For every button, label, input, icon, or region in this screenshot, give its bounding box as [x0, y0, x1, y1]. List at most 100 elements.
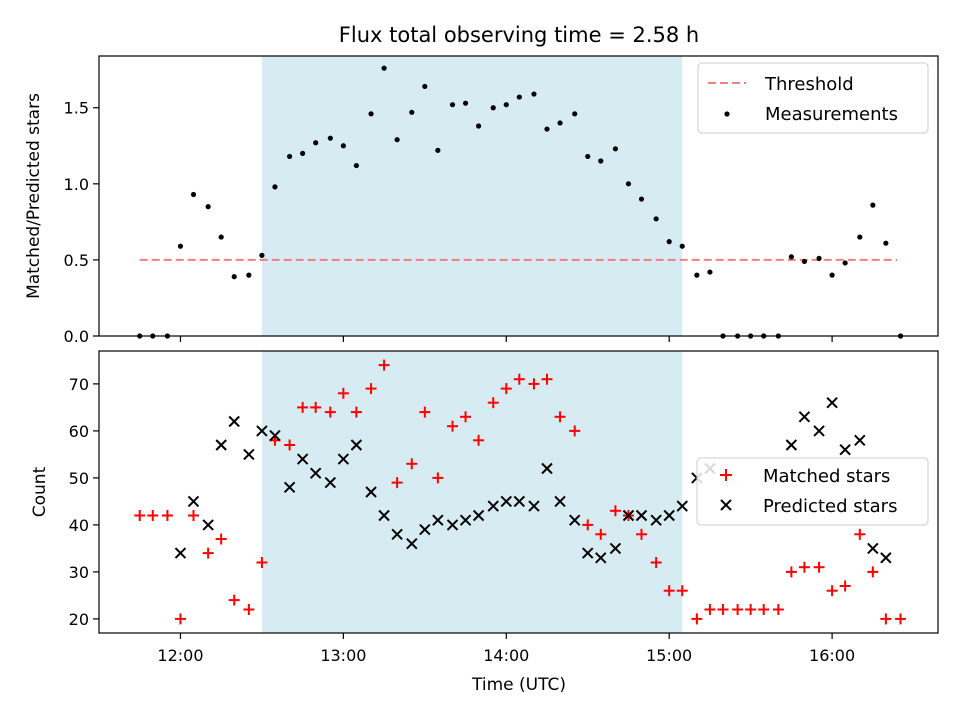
matched-star-point [513, 373, 525, 385]
matched-star-point [419, 406, 431, 418]
predicted-star-point [391, 528, 403, 541]
measurement-point [585, 153, 591, 160]
predicted-star-point [215, 439, 227, 451]
measurement-point [490, 105, 496, 111]
measurement-point [516, 94, 522, 100]
predicted-star-point [296, 453, 309, 465]
matched-star-point [676, 585, 688, 597]
predicted-star-point [365, 486, 377, 498]
matched-star-point [365, 383, 377, 395]
predicted-star-point [554, 495, 566, 508]
threshold-legend-label: Threshold [764, 74, 854, 95]
matched-star-point [717, 604, 729, 615]
y-tick-label: 0.5 [64, 251, 89, 270]
matched-star-point [500, 383, 512, 395]
predicted-star-point [785, 439, 798, 451]
predicted-star-point [432, 514, 444, 526]
predicted-star-point [513, 495, 526, 508]
measurement-point [394, 137, 400, 143]
matched-star-point [650, 557, 662, 568]
predicted-star-point [839, 443, 851, 456]
matched-star-point [228, 594, 240, 606]
predicted-star-point [243, 448, 255, 461]
measurement-point [353, 162, 360, 169]
measurement-point [870, 202, 876, 208]
predicted-star-point [337, 453, 350, 465]
predicted-legend-label: Predicted stars [763, 496, 897, 517]
chart-title: Flux total observing time = 2.58 h [339, 23, 699, 47]
predicted-star-point [283, 481, 296, 494]
measurements-legend-swatch [724, 111, 730, 117]
measurement-point [638, 196, 645, 202]
measurement-point [598, 158, 604, 164]
measurement-point [694, 272, 700, 278]
measurement-point [653, 216, 659, 222]
predicted-star-point [650, 514, 662, 526]
matched-star-point [161, 510, 173, 521]
ratio-y-axis-label: Matched/Predicted stars [24, 93, 44, 299]
measurement-point [313, 140, 319, 146]
matched-star-point [215, 533, 227, 545]
measurement-point [381, 65, 387, 71]
matched-star-point [350, 406, 362, 418]
matched-star-point [867, 566, 879, 578]
matched-legend-label: Matched stars [763, 466, 890, 487]
measurement-point [531, 91, 537, 97]
measurement-point [190, 191, 197, 198]
measurement-point [883, 240, 889, 246]
matched-star-point [785, 566, 797, 578]
count-legend: Matched stars Predicted stars [696, 457, 929, 526]
matched-star-point [284, 439, 296, 451]
measurement-point [625, 181, 632, 187]
predicted-star-point [202, 519, 214, 531]
matched-star-point [460, 411, 472, 423]
matched-star-point [337, 387, 349, 399]
measurement-point [816, 255, 822, 261]
matched-star-point [134, 510, 146, 521]
measurement-point [475, 123, 482, 129]
measurements-legend-label: Measurements [765, 104, 898, 125]
y-tick-label: 40 [69, 516, 89, 535]
matched-star-point [147, 510, 159, 521]
predicted-star-point [663, 509, 675, 522]
measurement-point [409, 109, 415, 115]
count-y-axis-label: Count [30, 466, 50, 517]
measurement-point [205, 204, 211, 210]
predicted-star-point [419, 523, 431, 536]
predicted-star-point [595, 552, 607, 564]
predicted-star-point [459, 514, 472, 526]
measurement-point [218, 234, 224, 240]
measurement-point [300, 150, 306, 156]
matched-star-point [635, 528, 647, 540]
measurement-point [679, 243, 685, 249]
matched-star-point [243, 604, 255, 615]
measurement-point [666, 239, 672, 245]
ratio-legend-box [697, 62, 929, 134]
predicted-star-point [378, 509, 390, 522]
predicted-star-point [826, 396, 838, 409]
measurement-point [368, 111, 374, 117]
x-tick-label: 13:00 [320, 646, 366, 665]
x-axis-label: Time (UTC) [471, 675, 566, 695]
y-tick-label: 70 [69, 375, 89, 394]
predicted-star-point [798, 411, 811, 423]
predicted-star-point [324, 476, 337, 489]
predicted-star-point [582, 547, 594, 559]
predicted-star-point [867, 542, 879, 555]
y-tick-label: 1.0 [64, 175, 89, 194]
ratio-legend: Threshold Measurements [697, 62, 929, 134]
matched-star-point [839, 580, 851, 592]
measurement-point [422, 83, 428, 90]
matched-star-point [447, 420, 459, 432]
predicted-star-point [622, 509, 635, 522]
matched-star-point [663, 585, 675, 597]
matched-star-point [595, 528, 607, 540]
measurement-point [544, 126, 550, 132]
matched-star-point [324, 406, 336, 418]
y-tick-label: 20 [69, 610, 89, 629]
measurement-point [231, 274, 237, 280]
measurement-point [449, 102, 456, 108]
predicted-star-point [187, 495, 200, 508]
predicted-star-point [880, 552, 892, 564]
